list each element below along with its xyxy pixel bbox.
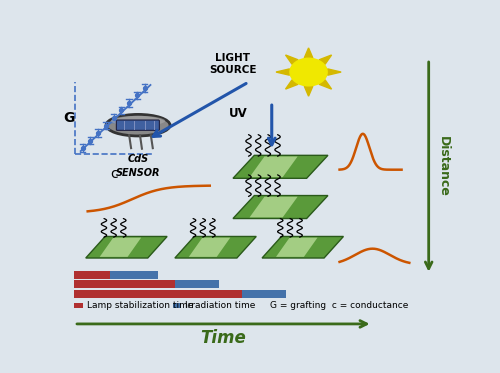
Text: CdS
SENSOR: CdS SENSOR — [116, 154, 160, 178]
Polygon shape — [233, 195, 328, 219]
FancyBboxPatch shape — [110, 271, 158, 279]
Text: LIGHT
SOURCE: LIGHT SOURCE — [209, 53, 257, 75]
Text: G: G — [63, 111, 74, 125]
Polygon shape — [304, 86, 313, 96]
Polygon shape — [276, 238, 318, 257]
Polygon shape — [233, 155, 328, 178]
Text: Lamp stabilization time: Lamp stabilization time — [86, 301, 193, 310]
FancyBboxPatch shape — [174, 280, 219, 288]
FancyBboxPatch shape — [116, 120, 160, 130]
Polygon shape — [189, 238, 230, 257]
Text: G = grafting  c = conductance: G = grafting c = conductance — [270, 301, 408, 310]
Polygon shape — [319, 55, 332, 64]
Ellipse shape — [111, 116, 165, 126]
Polygon shape — [175, 236, 256, 258]
Polygon shape — [286, 55, 298, 64]
Polygon shape — [100, 238, 141, 257]
Text: Distance: Distance — [436, 137, 450, 197]
Text: Irradiation time: Irradiation time — [186, 301, 256, 310]
FancyBboxPatch shape — [74, 271, 130, 279]
Polygon shape — [250, 157, 298, 177]
Text: UV: UV — [229, 107, 248, 120]
FancyBboxPatch shape — [242, 290, 286, 298]
Polygon shape — [86, 236, 167, 258]
Polygon shape — [319, 80, 332, 89]
Polygon shape — [286, 80, 298, 89]
Text: c: c — [110, 167, 118, 181]
Circle shape — [290, 58, 327, 86]
Polygon shape — [304, 48, 313, 58]
Polygon shape — [328, 69, 341, 75]
Polygon shape — [276, 69, 289, 75]
FancyBboxPatch shape — [74, 290, 264, 298]
FancyBboxPatch shape — [74, 280, 197, 288]
Ellipse shape — [106, 115, 170, 136]
FancyBboxPatch shape — [74, 303, 82, 308]
Text: Time: Time — [200, 329, 246, 347]
Polygon shape — [262, 236, 344, 258]
Polygon shape — [250, 197, 298, 217]
FancyBboxPatch shape — [173, 303, 182, 308]
